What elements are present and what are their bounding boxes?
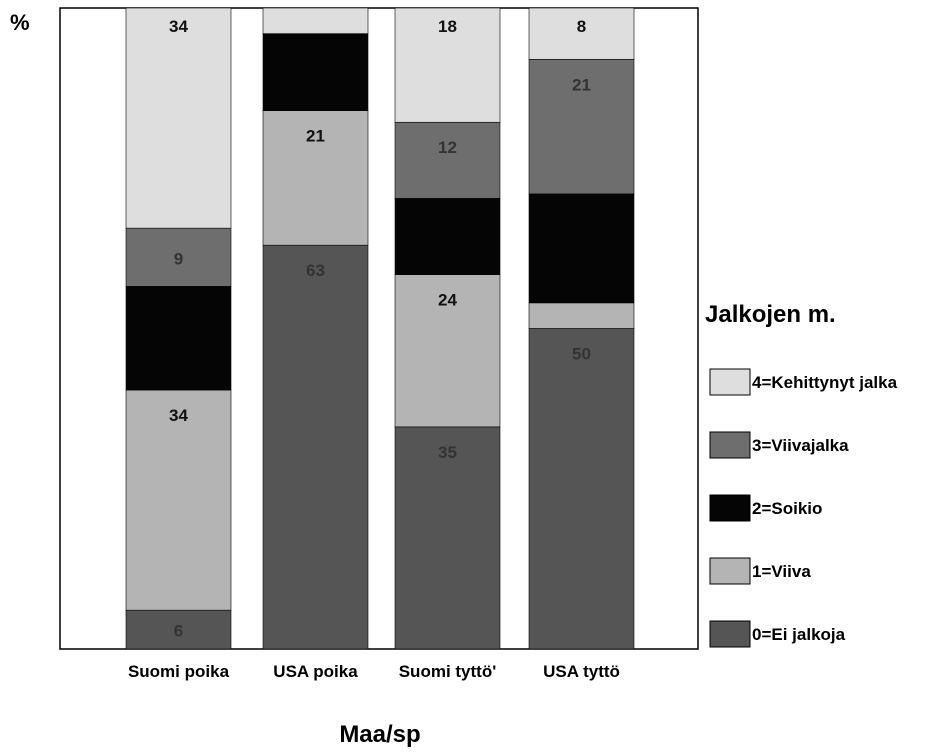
x-tick-label-usa-tytt: USA tyttö bbox=[543, 662, 620, 681]
bar-segment-usa-tytt-2-soikio bbox=[528, 193, 635, 304]
bar-segment-suomi-poika-0-ei-jalkoja bbox=[125, 609, 232, 650]
bar-segment-usa-tytt-4-kehittynyt-jalka bbox=[528, 7, 635, 60]
data-label-suomi-poika-0-ei-jalkoja: 6 bbox=[174, 622, 183, 641]
data-label-suomi-poika-3-viivajalka: 9 bbox=[174, 249, 183, 268]
data-label-usa-poika-1-viiva: 21 bbox=[306, 127, 325, 146]
bar-segment-suomi-tytt-0-ei-jalkoja bbox=[394, 426, 501, 650]
x-tick-labels: Suomi poika USA poika Suomi tyttö' USA tytt… bbox=[128, 662, 620, 681]
bar-segment-suomi-tytt-3-viivajalka bbox=[394, 121, 501, 199]
legend-label-3-viivajalka: 3=Viivajalka bbox=[752, 436, 849, 455]
bar-segment-usa-poika-0-ei-jalkoja bbox=[262, 244, 369, 650]
bar-segment-suomi-poika-4-kehittynyt-jalka bbox=[125, 7, 232, 229]
y-axis-label: % bbox=[10, 10, 30, 35]
bar-segment-suomi-poika-2-soikio bbox=[125, 286, 232, 391]
bar-segment-usa-poika-4-kehittynyt-jalka bbox=[262, 7, 369, 34]
data-label-suomi-poika-1-viiva: 34 bbox=[169, 406, 188, 425]
legend-swatch-3-viivajalka bbox=[709, 431, 751, 459]
data-label-suomi-tytt-4-kehittynyt-jalka: 18 bbox=[438, 17, 457, 36]
legend-label-2-soikio: 2=Soikio bbox=[752, 499, 822, 518]
x-tick-label-suomi-tytt: Suomi tyttö' bbox=[399, 662, 497, 681]
bar-segment-usa-tytt-3-viivajalka bbox=[528, 58, 635, 195]
bar-segment-usa-tytt-0-ei-jalkoja bbox=[528, 328, 635, 650]
data-label-suomi-poika-4-kehittynyt-jalka: 34 bbox=[169, 17, 188, 36]
legend-swatch-2-soikio bbox=[709, 494, 751, 522]
x-tick-label-suomi-poika: Suomi poika bbox=[128, 662, 230, 681]
legend-swatch-4-kehittynyt-jalka bbox=[709, 368, 751, 396]
bar-segment-suomi-tytt-1-viiva bbox=[394, 274, 501, 428]
data-label-usa-tytt-0-ei-jalkoja: 50 bbox=[572, 345, 591, 364]
data-label-suomi-tytt-0-ei-jalkoja: 35 bbox=[438, 443, 457, 462]
bar-segment-usa-poika-1-viiva bbox=[262, 110, 369, 246]
legend-title: Jalkojen m. bbox=[705, 301, 836, 328]
legend: 4=Kehittynyt jalka 3=Viivajalka 2=Soikio 1=… bbox=[709, 368, 898, 648]
legend-label-4-kehittynyt-jalka: 4=Kehittynyt jalka bbox=[752, 373, 898, 392]
x-axis-label: Maa/sp bbox=[339, 721, 420, 748]
data-label-usa-tytt-4-kehittynyt-jalka: 8 bbox=[577, 17, 586, 36]
bar-segment-suomi-poika-3-viivajalka bbox=[125, 227, 232, 287]
x-tick-label-usa-poika: USA poika bbox=[273, 662, 358, 681]
bar-segment-suomi-tytt-4-kehittynyt-jalka bbox=[394, 7, 501, 123]
bar-segment-usa-tytt-1-viiva bbox=[528, 302, 635, 329]
data-label-usa-poika-0-ei-jalkoja: 63 bbox=[306, 261, 325, 280]
data-label-suomi-tytt-1-viiva: 24 bbox=[438, 291, 457, 310]
bar-segment-usa-poika-2-soikio bbox=[262, 33, 369, 111]
bar-segment-suomi-tytt-2-soikio bbox=[394, 198, 501, 275]
data-label-suomi-tytt-3-viivajalka: 12 bbox=[438, 138, 457, 157]
data-label-usa-tytt-3-viivajalka: 21 bbox=[572, 75, 591, 94]
legend-label-0-ei-jalkoja: 0=Ei jalkoja bbox=[752, 625, 846, 644]
bars-layer bbox=[125, 7, 635, 650]
data-labels-layer: 6 34 9 34 63 21 35 24 12 18 50 21 8 bbox=[169, 17, 591, 641]
legend-swatch-1-viiva bbox=[709, 557, 751, 585]
legend-swatch-0-ei-jalkoja bbox=[709, 620, 751, 648]
legend-label-1-viiva: 1=Viiva bbox=[752, 562, 811, 581]
